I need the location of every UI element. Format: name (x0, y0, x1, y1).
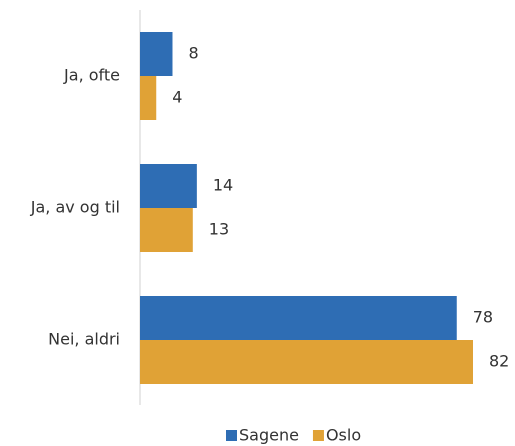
legend-label: Oslo (326, 426, 361, 445)
bar (140, 340, 473, 384)
data-label: 78 (473, 308, 493, 327)
data-label: 4 (172, 88, 182, 107)
bar (140, 76, 157, 120)
bar (140, 164, 197, 208)
bar (140, 208, 193, 252)
legend-swatch (226, 430, 237, 441)
category-label: Ja, ofte (63, 66, 120, 85)
bar (140, 32, 173, 76)
category-label: Ja, av og til (30, 198, 120, 217)
legend-label: Sagene (239, 426, 299, 445)
data-label: 8 (188, 44, 198, 63)
data-label: 13 (209, 220, 229, 239)
data-label: 14 (213, 176, 233, 195)
bar (140, 296, 457, 340)
legend-swatch (312, 430, 324, 441)
data-label: 82 (489, 352, 509, 371)
category-label: Nei, aldri (48, 330, 120, 349)
